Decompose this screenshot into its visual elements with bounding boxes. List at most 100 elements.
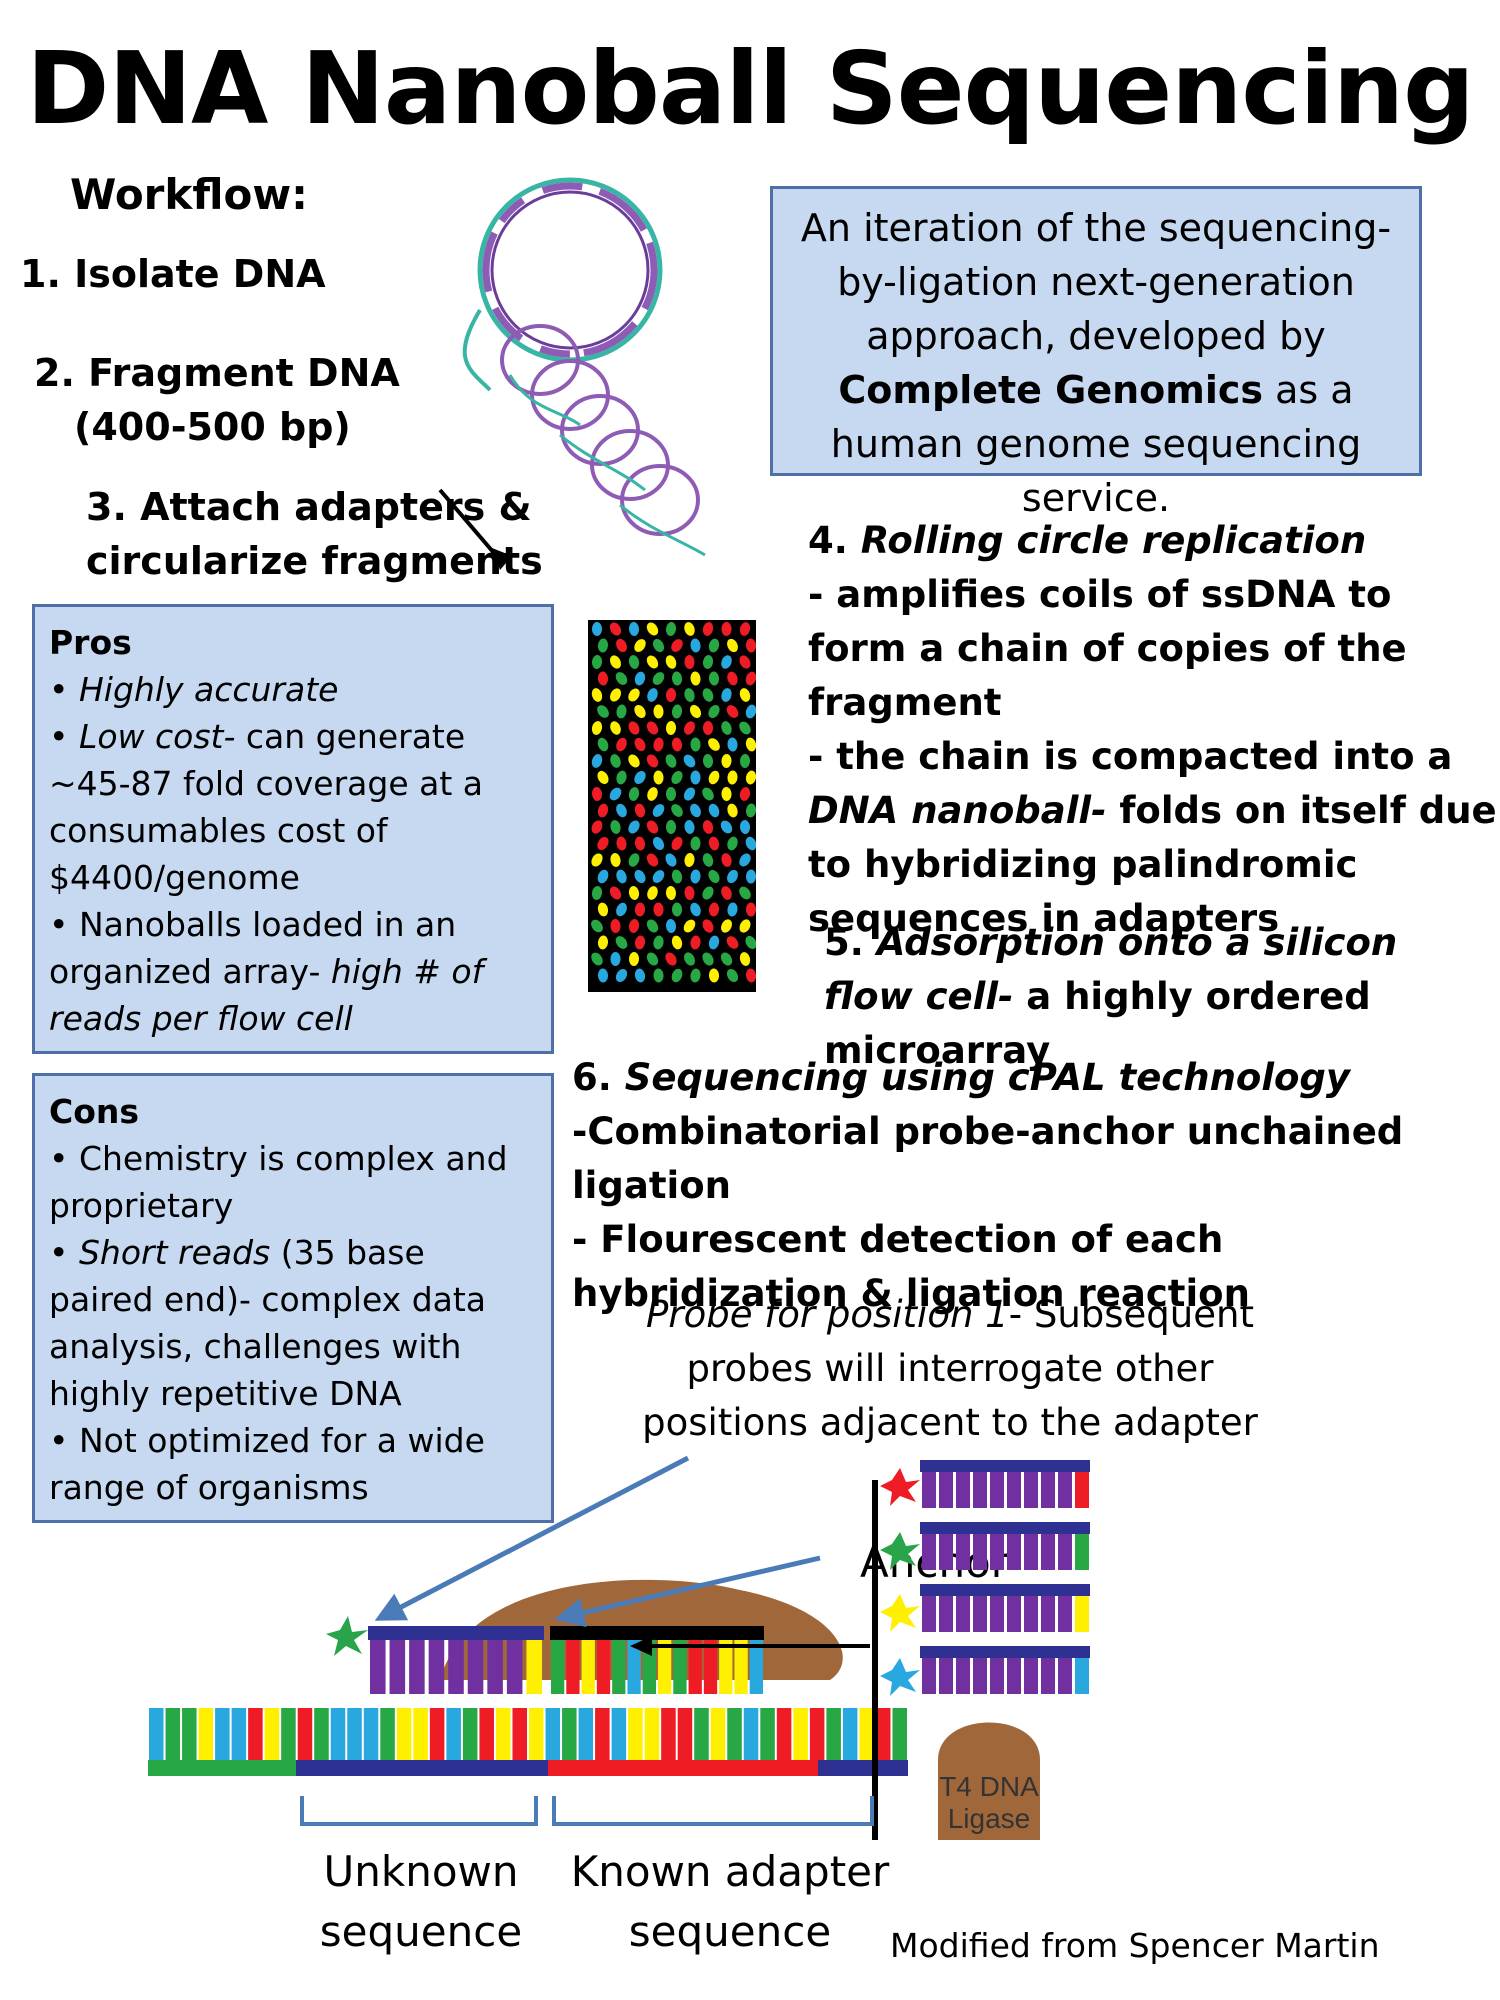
probe-tooth	[467, 1640, 484, 1694]
probe-tooth	[526, 1640, 542, 1694]
pool-probe-tooth	[1075, 1658, 1089, 1694]
dna-coils	[500, 324, 700, 536]
pool-probe-tooth	[939, 1596, 953, 1632]
microarray-dot	[597, 737, 609, 752]
microarray-dot	[610, 853, 621, 867]
microarray-dot	[616, 836, 627, 851]
microarray-dot	[591, 820, 603, 834]
microarray-dot	[652, 672, 665, 685]
microarray-dot	[708, 968, 720, 983]
microarray-dot	[683, 787, 696, 801]
t4-ligase-shape	[938, 1722, 1040, 1840]
microarray-dot	[653, 770, 664, 785]
pool-probe-tooth	[1007, 1658, 1021, 1694]
pool-probe-tooth	[990, 1658, 1004, 1694]
microarray-dot	[684, 721, 695, 735]
microarray-dot	[646, 721, 659, 735]
cons-item-2-em: Short reads	[78, 1233, 271, 1272]
microarray-dot	[689, 704, 702, 719]
microarray-dot	[597, 836, 609, 851]
arrow-line	[438, 488, 502, 562]
pool-probe-tooth	[1041, 1658, 1055, 1694]
microarray-dot	[665, 919, 677, 933]
step-4-num: 4.	[808, 519, 861, 562]
microarray-dot	[597, 638, 609, 653]
microarray-dot	[665, 655, 677, 669]
microarray-dot	[721, 622, 732, 636]
microarray-dot	[609, 655, 622, 669]
backbone-blue-right	[818, 1760, 908, 1776]
step-2-line-2: (400-500 bp)	[74, 405, 351, 449]
step-2-line-1: 2. Fragment DNA	[34, 351, 400, 395]
microarray-dot	[616, 770, 627, 785]
microarray-dot	[597, 803, 609, 818]
microarray-dot	[690, 968, 701, 983]
probe-teeth	[370, 1640, 542, 1694]
pros-item-1: • Highly accurate	[49, 670, 339, 709]
base-tooth	[710, 1708, 726, 1760]
pool-probe-tooth	[1058, 1534, 1072, 1570]
microarray-dot	[609, 622, 622, 636]
step-3-line-1: 3. Attach adapters &	[86, 485, 532, 529]
step-4-line-2a: - the chain is compacted into a	[808, 735, 1453, 778]
microarray-dot	[646, 655, 659, 669]
pros-item-3-em: high # of reads per flow cell	[49, 952, 484, 1038]
base-tooth	[892, 1708, 907, 1760]
microarray-dot	[684, 820, 695, 834]
anchor-tooth	[658, 1640, 672, 1694]
step-5-num: 5.	[824, 921, 877, 964]
step-6: 6. Sequencing using cPAL technology -Com…	[572, 1051, 1492, 1321]
anchor-tooth	[719, 1640, 733, 1694]
anchor-tooth	[688, 1640, 702, 1694]
base-tooth	[529, 1708, 544, 1760]
microarray-dot	[634, 737, 646, 752]
base-tooth	[760, 1708, 775, 1760]
microarray-dot	[739, 787, 751, 801]
microarray-dot	[739, 820, 751, 834]
step-4-line-2c: folds on itself due to hybridizing palin…	[808, 789, 1497, 940]
base-tooth	[661, 1708, 676, 1760]
cons-item-3-text: Not optimized for a wide range of organi…	[49, 1421, 485, 1507]
microarray-dot	[628, 754, 640, 768]
microarray-dot	[745, 902, 756, 917]
microarray-dot	[610, 952, 621, 966]
circular-dna-illustration	[438, 177, 706, 570]
microarray-dot	[653, 902, 664, 917]
microarray-dot	[591, 853, 603, 867]
microarray-dot	[628, 688, 640, 702]
microarray-dot	[739, 688, 751, 702]
microarray-dot	[745, 935, 756, 950]
microarray-dot	[702, 655, 714, 669]
pool-probe-tooth	[973, 1472, 987, 1508]
microarray-dot	[690, 671, 701, 686]
microarray-dot	[591, 952, 603, 966]
microarray-dot	[616, 869, 627, 884]
microarray-dot	[628, 952, 640, 966]
microarray-dot	[666, 787, 676, 801]
step-6-num: 6.	[572, 1056, 625, 1099]
microarray-dot	[671, 770, 683, 785]
flow-cell-microarray-image	[588, 620, 756, 992]
microarray-dot	[634, 671, 646, 686]
microarray-dot	[745, 671, 756, 686]
microarray-dot	[653, 935, 664, 950]
pool-probe-tooth	[1058, 1596, 1072, 1632]
microarray-dot	[721, 919, 732, 933]
pool-probe-tooth	[1058, 1472, 1072, 1508]
microarray-dot	[721, 688, 732, 702]
microarray-dot	[597, 935, 609, 950]
known-adapter-sequence-label: Known adapter sequence	[570, 1847, 890, 1956]
pros-item-3-rest: Nanoballs loaded in an organized array-	[49, 905, 457, 991]
cons-item-3: • Not optimized for a wide range of orga…	[49, 1421, 485, 1507]
base-tooth	[314, 1708, 329, 1760]
known-bracket	[552, 1796, 874, 1826]
cons-item-1-text: Chemistry is complex and proprietary	[49, 1139, 508, 1225]
microarray-dot	[739, 754, 751, 768]
microarray-dot	[745, 869, 756, 884]
microarray-dot	[702, 886, 714, 900]
base-tooth	[429, 1708, 445, 1760]
microarray-dot	[702, 820, 714, 834]
pool-probe-backbone	[920, 1646, 1090, 1658]
pros-item-2-em: Low cost-	[78, 717, 236, 756]
step-6-line-1: -Combinatorial probe-anchor unchained li…	[572, 1110, 1404, 1207]
